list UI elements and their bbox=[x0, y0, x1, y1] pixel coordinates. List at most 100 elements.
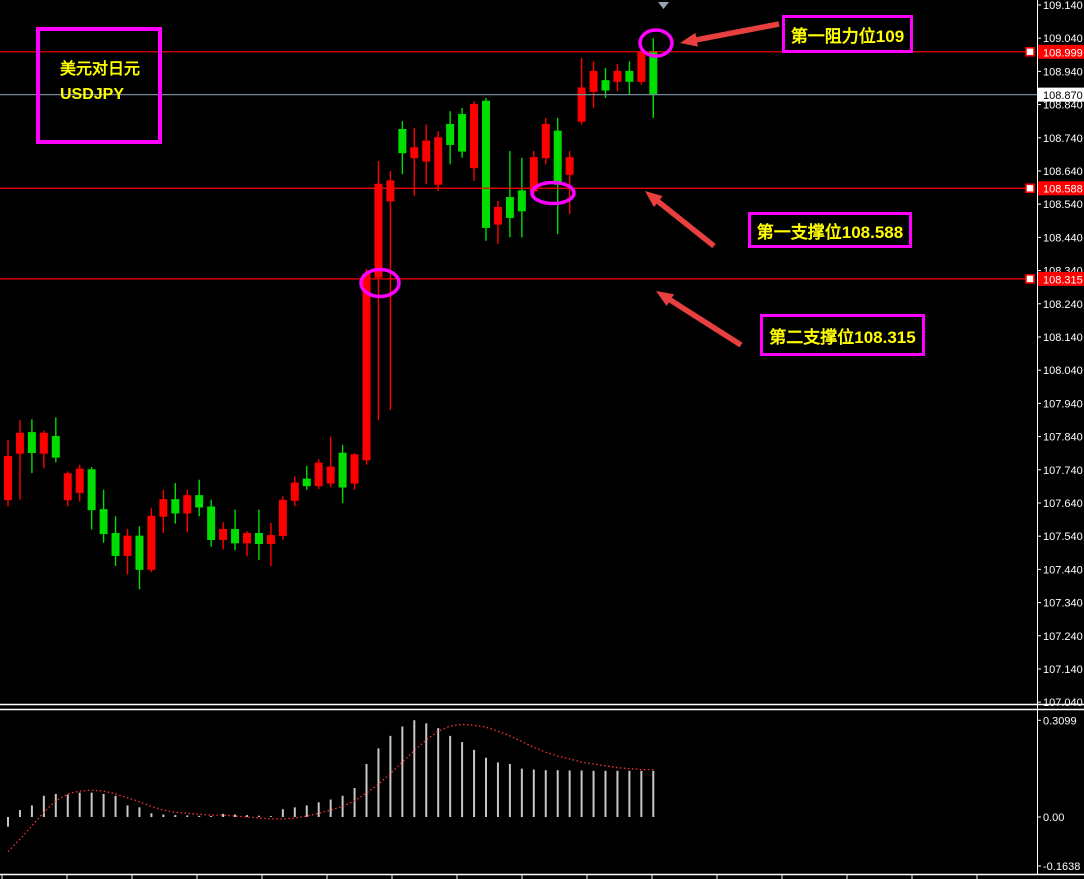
candle-body bbox=[386, 180, 395, 202]
candle-body bbox=[290, 482, 299, 501]
arrow-shaft[interactable] bbox=[653, 196, 716, 249]
highlight-ellipse[interactable] bbox=[638, 28, 674, 58]
candle-body bbox=[75, 468, 84, 493]
price-tick-label: 108.140 bbox=[1043, 332, 1083, 344]
price-tick-label: 109.140 bbox=[1043, 0, 1083, 12]
candle-body bbox=[577, 87, 586, 122]
price-tick-label: 107.140 bbox=[1043, 664, 1083, 676]
candle-body bbox=[51, 436, 60, 458]
price-axis[interactable]: 109.140 109.040 108.940 108.840 108.740 108.6… bbox=[1037, 0, 1084, 709]
candle-body bbox=[123, 535, 132, 556]
candle-body bbox=[195, 495, 204, 508]
candlestick-series[interactable] bbox=[4, 38, 658, 590]
indicator-tick-label: 0.00 bbox=[1043, 812, 1064, 824]
candle-body bbox=[517, 190, 526, 212]
candle-body bbox=[446, 124, 455, 145]
candle-body bbox=[171, 499, 180, 514]
annotation-resistance1-label: 第一阻力位109 bbox=[790, 26, 905, 46]
price-marker-bg bbox=[1038, 87, 1084, 102]
candle-body bbox=[410, 147, 419, 159]
candle-body bbox=[159, 499, 168, 517]
candle-body bbox=[565, 157, 574, 175]
candle-body bbox=[362, 273, 371, 461]
price-marker-bg bbox=[1038, 181, 1084, 196]
time-axis[interactable] bbox=[1, 874, 978, 879]
candle-body bbox=[350, 454, 359, 484]
candle-body bbox=[207, 506, 216, 540]
candle-body bbox=[39, 432, 48, 454]
candle-body bbox=[470, 104, 479, 169]
arrow-head[interactable] bbox=[680, 32, 699, 47]
price-marker-label: 108.588 bbox=[1043, 184, 1083, 196]
price-tick-label: 108.740 bbox=[1043, 133, 1083, 145]
candle-body bbox=[541, 124, 550, 159]
price-tick-label: 107.440 bbox=[1043, 564, 1083, 576]
level-line-handle[interactable] bbox=[1025, 46, 1035, 57]
candle-body bbox=[27, 432, 36, 454]
candle-body bbox=[99, 509, 108, 535]
price-tick-label: 107.340 bbox=[1043, 598, 1083, 610]
arrow-shaft[interactable] bbox=[692, 21, 780, 44]
candle-body bbox=[231, 529, 240, 544]
symbol-title-line1: 美元对日元 bbox=[60, 61, 141, 78]
candle-body bbox=[266, 535, 275, 544]
candle-body bbox=[302, 478, 311, 487]
candle-body bbox=[111, 533, 120, 556]
arrow-head[interactable] bbox=[645, 191, 663, 208]
price-marker-bg bbox=[1038, 271, 1084, 286]
candle-body bbox=[434, 137, 443, 185]
candle-body bbox=[63, 473, 72, 501]
drawing-objects[interactable] bbox=[359, 21, 780, 348]
candle-body bbox=[601, 80, 610, 91]
candle-body bbox=[15, 432, 24, 454]
candle-body bbox=[649, 50, 658, 96]
candle-body bbox=[338, 452, 347, 488]
candle-body bbox=[553, 130, 562, 185]
indicator-axis: 0.3099 0.00 -0.1638 bbox=[1037, 715, 1080, 873]
annotation-support2-box[interactable]: 第二支撑位108.315 bbox=[760, 314, 925, 356]
candle-body bbox=[4, 456, 12, 501]
candle-body bbox=[147, 515, 156, 570]
candle-body bbox=[87, 469, 96, 511]
osma-signal-line bbox=[7, 723, 654, 853]
candle-body bbox=[422, 140, 431, 162]
candle-body bbox=[505, 197, 514, 218]
price-tick-label: 107.540 bbox=[1043, 531, 1083, 543]
price-tick-label: 107.940 bbox=[1043, 398, 1083, 410]
candle-body bbox=[254, 533, 263, 544]
candle-body bbox=[219, 529, 228, 540]
candle-body bbox=[326, 466, 335, 484]
osma-indicator bbox=[7, 720, 655, 853]
chart-shift-marker-icon[interactable] bbox=[658, 2, 669, 9]
highlight-ellipse[interactable] bbox=[359, 267, 401, 299]
arrow-shaft[interactable] bbox=[665, 295, 743, 348]
candle-body bbox=[493, 207, 502, 225]
candle-body bbox=[458, 114, 467, 152]
price-tick-label: 108.240 bbox=[1043, 299, 1083, 311]
candle-body bbox=[135, 535, 144, 570]
candle-body bbox=[278, 499, 287, 537]
price-tick-label: 108.640 bbox=[1043, 166, 1083, 178]
price-marker-bg bbox=[1038, 44, 1084, 59]
symbol-title-box[interactable]: 美元对日元 USDJPY bbox=[36, 27, 162, 144]
indicator-tick-label: -0.1638 bbox=[1043, 861, 1080, 873]
price-tick-label: 109.040 bbox=[1043, 33, 1083, 45]
annotation-resistance1-box[interactable]: 第一阻力位109 bbox=[782, 15, 913, 53]
annotation-support2-label: 第二支撑位108.315 bbox=[769, 327, 916, 347]
price-tick-label: 108.440 bbox=[1043, 232, 1083, 244]
arrow-head[interactable] bbox=[656, 291, 675, 307]
level-line-handle[interactable] bbox=[1025, 274, 1035, 284]
candle-body bbox=[398, 128, 407, 154]
level-line-handle[interactable] bbox=[1025, 183, 1035, 194]
candle-body bbox=[637, 51, 646, 82]
price-marker-label: 108.315 bbox=[1043, 274, 1083, 286]
highlight-ellipse[interactable] bbox=[530, 180, 576, 206]
price-tick-label: 107.740 bbox=[1043, 465, 1083, 477]
price-marker-label: 108.999 bbox=[1043, 47, 1083, 59]
annotation-support1-box[interactable]: 第一支撑位108.588 bbox=[748, 212, 912, 248]
price-tick-label: 107.040 bbox=[1043, 697, 1083, 709]
candle-body bbox=[243, 533, 251, 544]
